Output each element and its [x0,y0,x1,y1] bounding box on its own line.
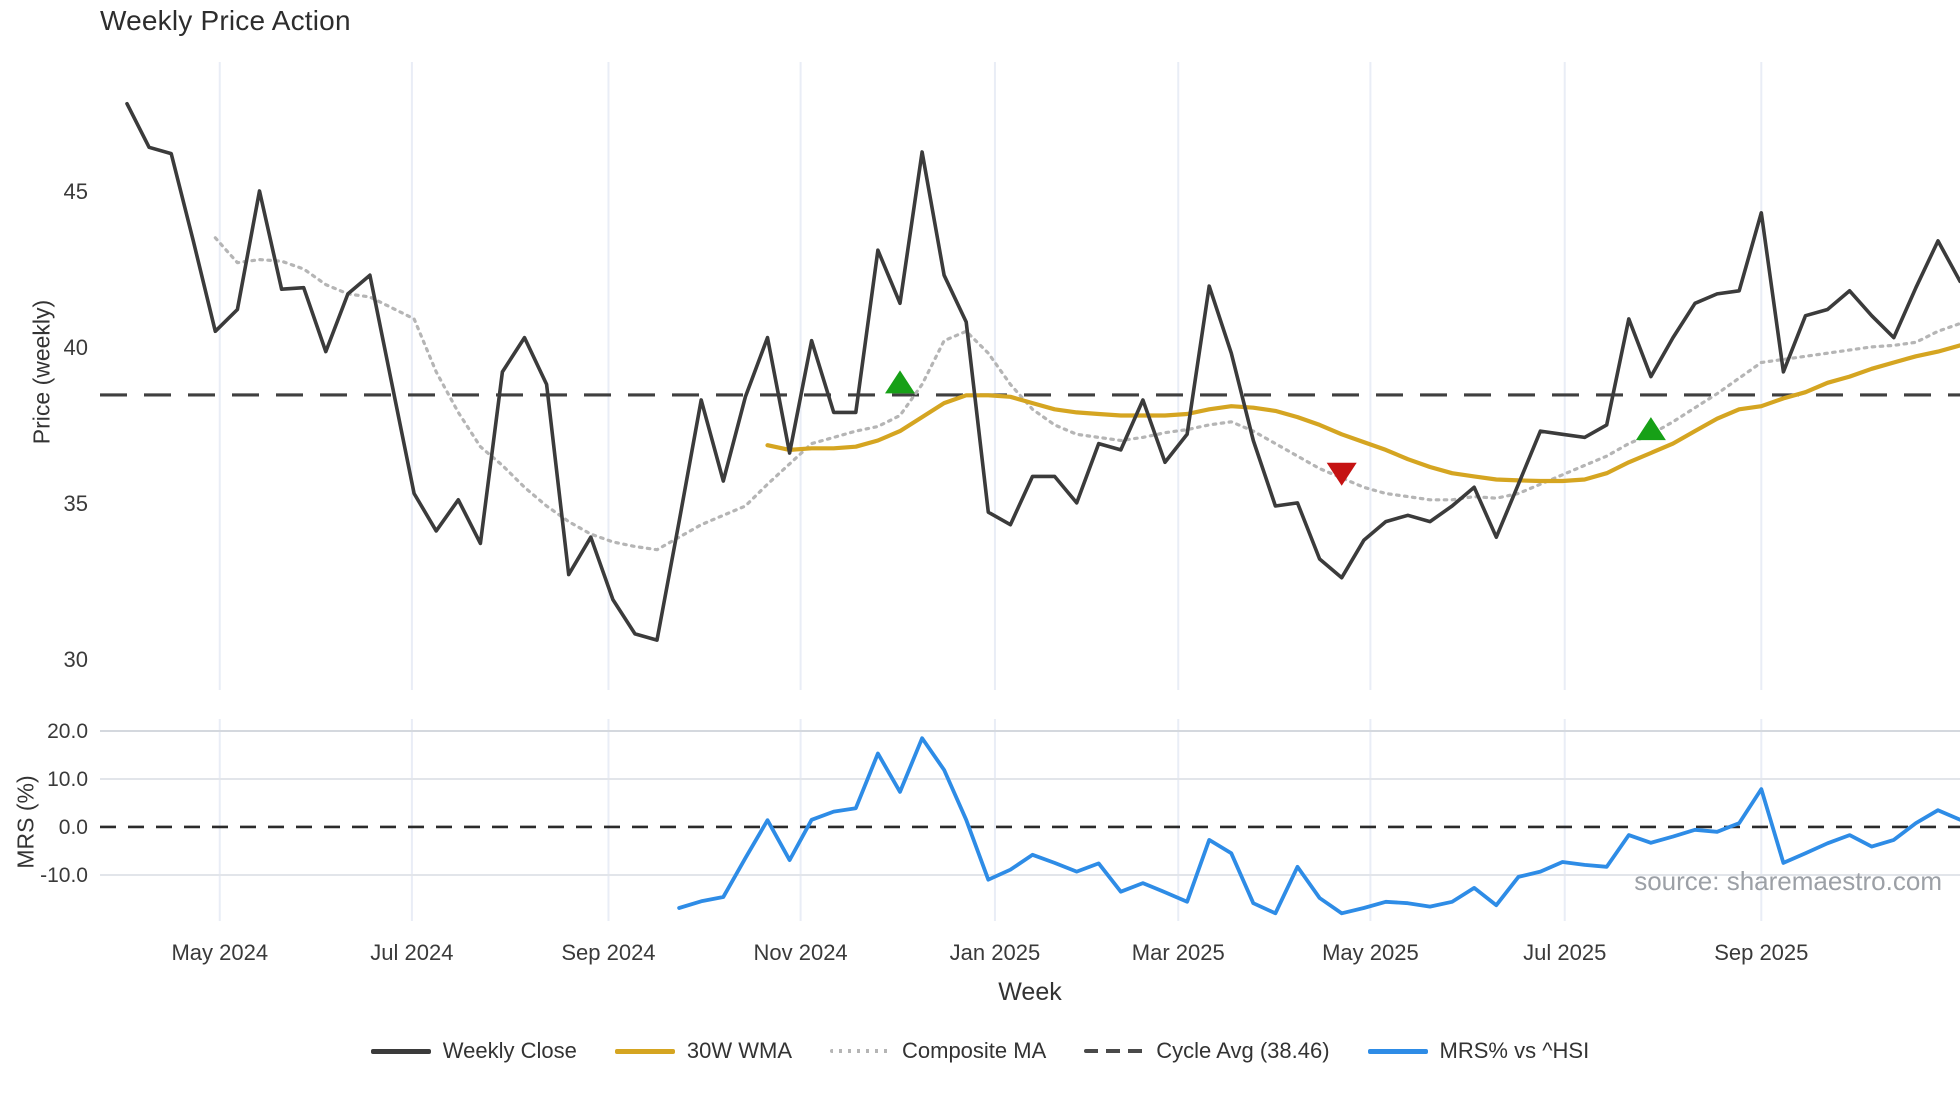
series-composite [213,236,1960,552]
legend-label-composite: Composite MA [902,1038,1047,1063]
price-tick-label: 30 [64,647,88,672]
legend-swatch-cycle [1084,1049,1145,1053]
x-tick-label: Sep 2024 [561,940,655,965]
legend-swatch-wma [614,1048,675,1054]
sell-signal-marker [1326,462,1357,486]
x-tick-label: Mar 2025 [1132,940,1225,965]
mrs-tick-label: 20.0 [47,720,88,743]
x-axis-label: Week [998,978,1062,1006]
buy-signal-marker [1635,417,1666,441]
legend-swatch-mrs [1367,1048,1428,1054]
mrs-tick-label: 10.0 [47,768,88,791]
price-tick-label: 40 [64,335,88,360]
source-watermark: source: sharemaestro.com [1634,866,1942,896]
legend-item-close: Weekly Close [370,1038,577,1064]
legend-item-cycle: Cycle Avg (38.46) [1084,1038,1330,1064]
x-tick-label: Jan 2025 [950,940,1041,965]
series-mrs [677,736,1960,916]
legend-swatch-close [370,1048,431,1054]
mrs-tick-label: -10.0 [40,864,88,887]
legend-item-wma: 30W WMA [614,1038,792,1064]
buy-signal-marker [885,370,915,394]
legend-label-wma: 30W WMA [686,1038,792,1063]
series-wma [765,343,1960,484]
chart-legend: Weekly Close 30W WMA Composite MA Cycle Avg… [0,1038,1960,1064]
x-tick-label: May 2024 [171,940,268,965]
x-tick-label: Jul 2024 [370,940,453,965]
x-tick-label: Nov 2024 [753,940,847,965]
legend-swatch-composite [830,1049,890,1053]
page-title: Weekly Price Action [100,5,351,36]
mrs-tick-label: 0.0 [59,816,88,839]
legend-item-mrs: MRS% vs ^HSI [1367,1038,1590,1064]
price-tick-label: 35 [64,491,88,516]
x-tick-label: Sep 2025 [1714,940,1808,965]
x-tick-label: Jul 2025 [1523,940,1606,965]
legend-label-mrs: MRS% vs ^HSI [1439,1038,1590,1063]
price-tick-label: 45 [64,179,88,204]
x-tick-label: May 2025 [1322,940,1419,965]
legend-label-cycle: Cycle Avg (38.46) [1156,1038,1330,1063]
legend-label-close: Weekly Close [442,1038,577,1063]
series-close [125,101,1960,642]
legend-item-composite: Composite MA [830,1038,1046,1064]
